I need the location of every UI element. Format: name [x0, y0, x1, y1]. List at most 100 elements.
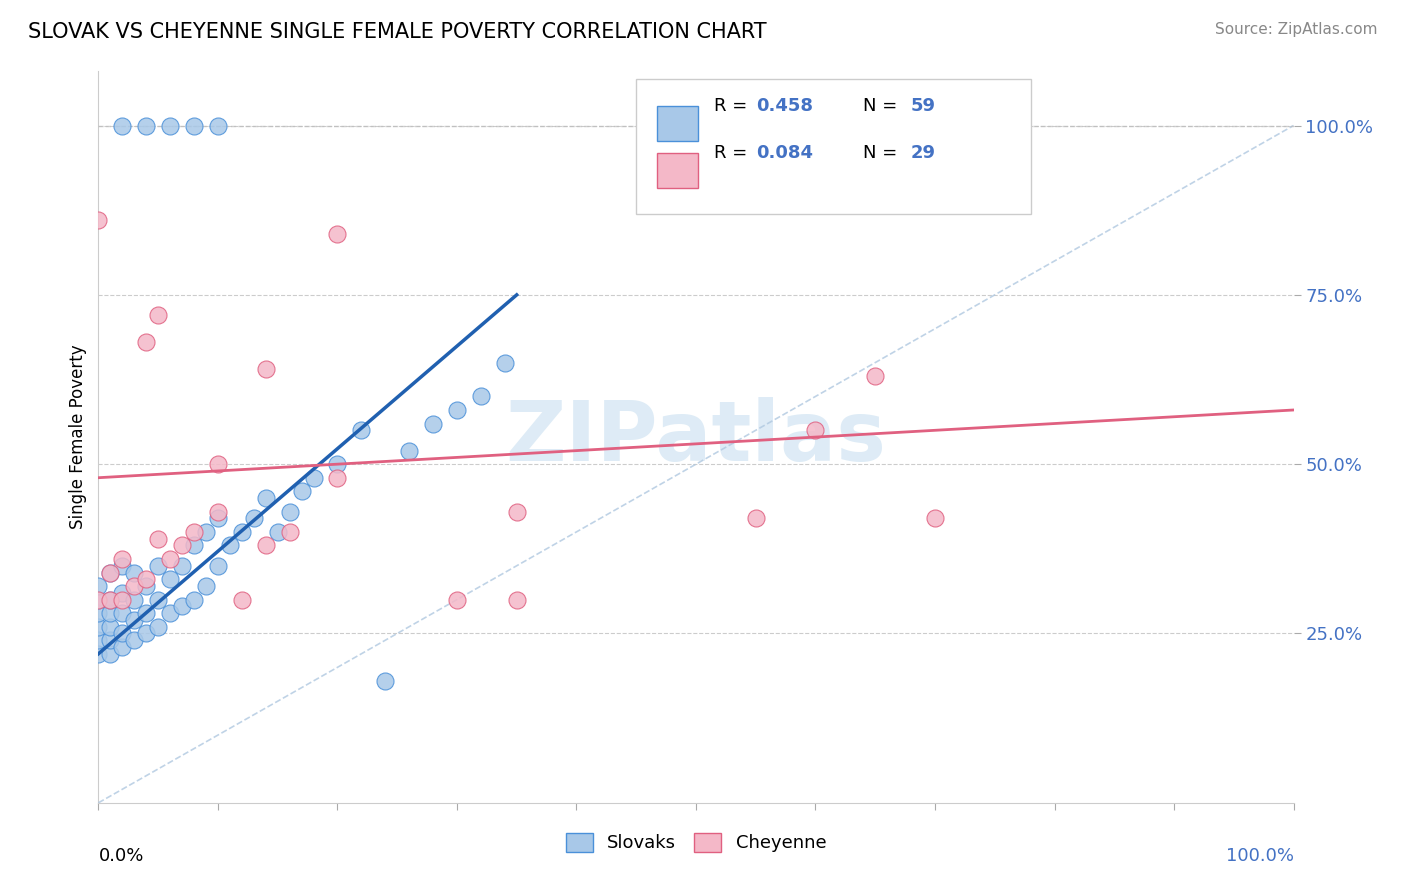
- Point: [267, 524, 290, 539]
- Point: [804, 423, 827, 437]
- Point: [302, 471, 325, 485]
- Point: [159, 606, 181, 620]
- Point: [87, 620, 110, 634]
- Point: [865, 369, 887, 384]
- Text: 0.0%: 0.0%: [98, 847, 143, 864]
- Point: [135, 119, 157, 133]
- Point: [278, 505, 301, 519]
- Text: 59: 59: [911, 96, 936, 115]
- Text: N =: N =: [863, 145, 903, 162]
- Point: [350, 423, 373, 437]
- Point: [111, 586, 134, 600]
- Point: [135, 335, 157, 350]
- Point: [87, 606, 110, 620]
- Point: [326, 457, 349, 471]
- Point: [278, 524, 301, 539]
- Point: [243, 511, 266, 525]
- Point: [172, 538, 194, 552]
- Point: [111, 640, 134, 654]
- Point: [231, 524, 253, 539]
- Point: [506, 505, 529, 519]
- FancyBboxPatch shape: [637, 78, 1031, 214]
- Point: [98, 647, 122, 661]
- Point: [506, 592, 529, 607]
- Point: [172, 558, 194, 573]
- Point: [219, 538, 242, 552]
- Point: [87, 579, 110, 593]
- Point: [124, 579, 146, 593]
- Point: [446, 403, 468, 417]
- Point: [124, 592, 146, 607]
- Text: 100.0%: 100.0%: [1226, 847, 1294, 864]
- Text: Source: ZipAtlas.com: Source: ZipAtlas.com: [1215, 22, 1378, 37]
- Text: SLOVAK VS CHEYENNE SINGLE FEMALE POVERTY CORRELATION CHART: SLOVAK VS CHEYENNE SINGLE FEMALE POVERTY…: [28, 22, 766, 42]
- Point: [111, 592, 134, 607]
- Point: [87, 633, 110, 648]
- Point: [207, 505, 229, 519]
- Point: [745, 511, 768, 525]
- Point: [135, 579, 157, 593]
- Point: [87, 213, 110, 227]
- Point: [98, 592, 122, 607]
- Point: [398, 443, 420, 458]
- Legend: Slovaks, Cheyenne: Slovaks, Cheyenne: [558, 826, 834, 860]
- Point: [124, 633, 146, 648]
- Text: ZIPatlas: ZIPatlas: [506, 397, 886, 477]
- Point: [494, 355, 516, 369]
- Point: [231, 592, 253, 607]
- Point: [135, 572, 157, 586]
- Point: [422, 417, 444, 431]
- Point: [148, 308, 170, 322]
- Point: [135, 626, 157, 640]
- FancyBboxPatch shape: [657, 153, 699, 188]
- Point: [98, 620, 122, 634]
- Point: [124, 566, 146, 580]
- Point: [159, 119, 181, 133]
- Y-axis label: Single Female Poverty: Single Female Poverty: [69, 345, 87, 529]
- Point: [87, 592, 110, 607]
- Point: [207, 457, 229, 471]
- Point: [98, 633, 122, 648]
- Point: [111, 558, 134, 573]
- Point: [195, 579, 218, 593]
- Point: [159, 572, 181, 586]
- Point: [111, 606, 134, 620]
- Text: N =: N =: [863, 96, 903, 115]
- Point: [374, 673, 396, 688]
- Point: [924, 511, 946, 525]
- Point: [254, 491, 277, 505]
- Point: [98, 566, 122, 580]
- Point: [326, 227, 349, 241]
- Text: 0.458: 0.458: [756, 96, 813, 115]
- Point: [254, 538, 277, 552]
- Point: [148, 592, 170, 607]
- Text: 0.084: 0.084: [756, 145, 813, 162]
- Point: [183, 592, 205, 607]
- Text: R =: R =: [714, 96, 752, 115]
- Point: [291, 484, 314, 499]
- Point: [135, 606, 157, 620]
- Point: [148, 558, 170, 573]
- Point: [87, 592, 110, 607]
- Point: [183, 538, 205, 552]
- Point: [159, 552, 181, 566]
- Point: [470, 389, 492, 403]
- Text: R =: R =: [714, 145, 752, 162]
- Point: [183, 524, 205, 539]
- Point: [148, 532, 170, 546]
- Point: [183, 119, 205, 133]
- Point: [98, 566, 122, 580]
- Point: [207, 558, 229, 573]
- FancyBboxPatch shape: [657, 106, 699, 141]
- Point: [195, 524, 218, 539]
- Point: [254, 362, 277, 376]
- Text: 29: 29: [911, 145, 936, 162]
- Point: [326, 471, 349, 485]
- Point: [207, 511, 229, 525]
- Point: [148, 620, 170, 634]
- Point: [87, 647, 110, 661]
- Point: [111, 552, 134, 566]
- Point: [124, 613, 146, 627]
- Point: [98, 592, 122, 607]
- Point: [446, 592, 468, 607]
